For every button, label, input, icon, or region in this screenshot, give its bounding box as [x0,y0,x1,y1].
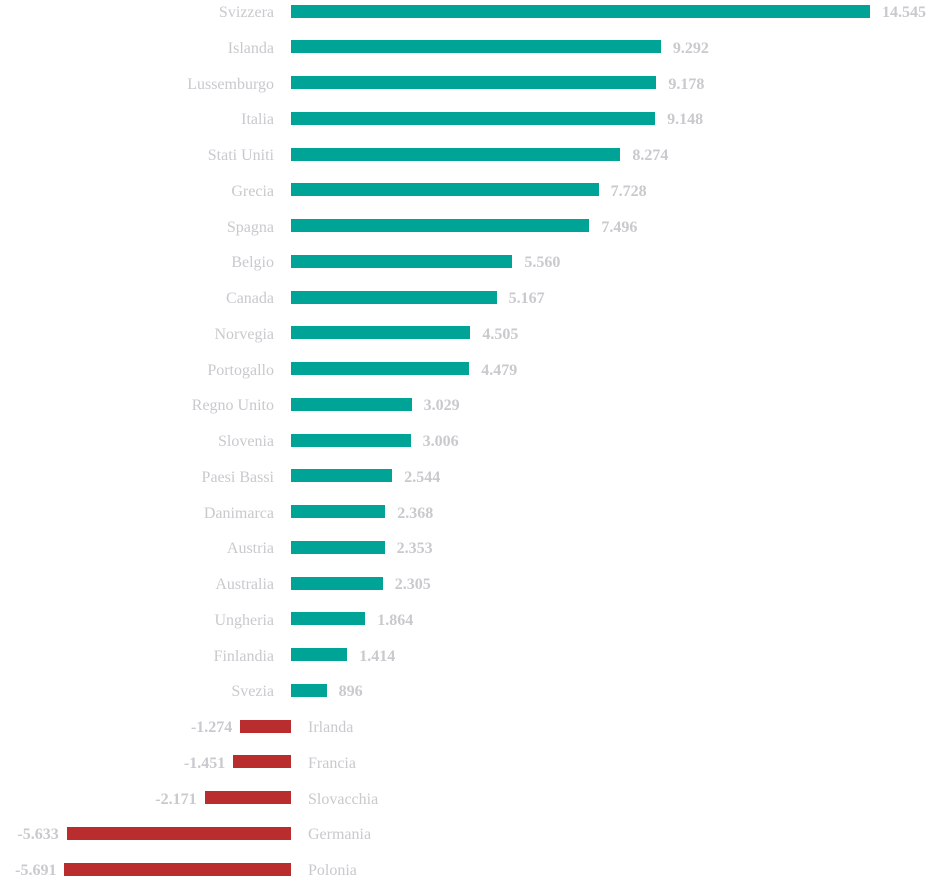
value-label: 2.305 [394,576,431,593]
value-label: 8.274 [632,147,669,164]
value-label: 4.479 [481,361,518,379]
category-label: Ungheria [214,611,274,629]
value-label: 4.505 [482,325,519,343]
category-label: Belgio [231,254,274,272]
value-label: 2.368 [397,504,434,522]
category-label: Paesi Bassi [201,468,274,486]
category-label: Grecia [231,182,274,200]
category-label: Danimarca [203,504,274,522]
bar-stati-uniti [291,147,621,161]
category-label: Australia [215,576,274,593]
category-label: Stati Uniti [207,147,274,164]
bar-australia [291,576,383,590]
bar-islanda [291,40,661,54]
bar-paesi-bassi [291,469,393,483]
category-label: Norvegia [214,325,274,343]
value-label: 5.167 [508,290,545,307]
category-label: Finlandia [213,647,274,665]
value-label: 3.029 [423,397,460,415]
value-label: 3.006 [422,433,459,450]
bar-slovacchia [204,791,291,804]
bar-germania [66,826,291,840]
bar-svezia [291,683,327,697]
value-label: 5.560 [524,254,561,272]
bar-slovenia [291,433,411,447]
bar-norvegia [291,326,471,340]
category-label: Irlanda [308,719,354,736]
value-label: -1.451 [183,754,226,772]
bar-regno-unito [291,397,412,411]
bar-polonia [64,862,291,876]
value-label: 7.728 [610,182,647,200]
bar-irlanda [240,719,291,733]
category-label: Svezia [231,683,274,701]
category-label: Spagna [226,218,274,236]
bar-spagna [291,219,590,232]
bar-italia [291,111,656,125]
bar-francia [233,755,291,769]
category-label: Germania [308,826,372,844]
value-label: -2.171 [155,790,197,808]
bar-svizzera [291,4,870,18]
value-label: 9.178 [668,75,705,93]
bar-ungheria [291,612,366,626]
value-label: 1.414 [359,647,396,665]
value-label: -5.691 [15,862,57,879]
category-label: Austria [226,540,274,558]
bar-canada [291,290,497,304]
bar-finlandia [291,648,348,661]
value-label: 9.292 [672,39,709,57]
category-label: Regno Unito [191,397,274,415]
value-label: -1.274 [190,719,233,736]
category-label: Italia [241,111,274,129]
category-label: Francia [308,754,356,772]
category-label: Polonia [308,862,357,879]
category-label: Islanda [227,39,274,57]
bar-grecia [291,183,599,197]
bar-austria [291,540,385,554]
category-label: Lussemburgo [187,75,274,93]
category-label: Slovacchia [308,790,379,808]
category-label: Canada [226,290,274,307]
category-label: Svizzera [218,4,274,21]
value-label: 896 [338,683,363,701]
value-label: 2.544 [404,468,441,486]
category-label: Portogallo [207,361,274,379]
value-label: -5.633 [17,826,59,844]
value-label: 14.545 [882,4,926,21]
value-label: 7.496 [601,218,638,236]
category-label: Slovenia [218,433,274,450]
bar-belgio [291,254,513,268]
bar-lussemburgo [291,76,657,89]
bar-danimarca [291,505,386,518]
value-label: 9.148 [667,111,704,129]
value-label: 1.864 [377,611,414,629]
bar-portogallo [291,362,470,375]
value-label: 2.353 [396,540,433,558]
